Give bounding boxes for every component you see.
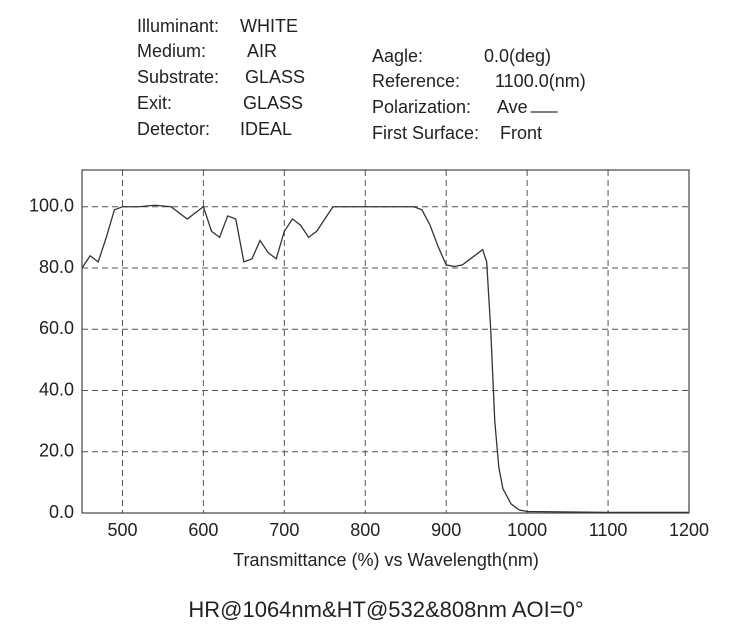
x-tick-label: 800 [350,520,380,540]
y-tick-label: 60.0 [39,318,74,338]
info-label: First Surface: [372,123,479,143]
y-tick-label: 0.0 [49,502,74,522]
plot-frame [81,169,690,514]
info-label: Substrate: [137,67,219,87]
info-value: WHITE [240,16,298,36]
info-label: Exit: [137,93,172,113]
y-tick-label: 80.0 [39,257,74,277]
x-tick-label: 700 [269,520,299,540]
info-value: 1100.0(nm) [495,71,586,91]
data-line [81,204,689,514]
info-label: Aagle: [372,46,423,66]
info-label: Illuminant: [137,16,219,36]
y-tick-label: 100.0 [29,196,74,216]
info-label: Polarization: [372,97,471,117]
y-tick-label: 40.0 [39,379,74,399]
info-value: GLASS [243,93,303,113]
x-tick-label: 1000 [507,520,547,540]
info-value: AIR [247,41,277,61]
x-tick-label: 1100 [589,520,628,540]
info-value: IDEAL [240,119,292,139]
info-label: Reference: [372,71,460,91]
y-tick-label: 20.0 [39,441,74,461]
chart-title: HR@1064nm&HT@532&808nm AOI=0° [188,597,583,622]
info-value: 0.0(deg) [484,46,551,66]
info-value: GLASS [245,67,305,87]
x-tick-label: 600 [188,520,218,540]
x-axis-label: Transmittance (%) vs Wavelength(nm) [233,550,539,570]
x-tick-label: 500 [107,520,137,540]
x-tick-label: 900 [431,520,461,540]
x-tick-label: 1200 [669,520,709,540]
info-label: Detector: [137,119,210,139]
info-label: Medium: [137,41,206,61]
info-value: Ave [497,97,528,117]
info-value: Front [500,123,542,143]
